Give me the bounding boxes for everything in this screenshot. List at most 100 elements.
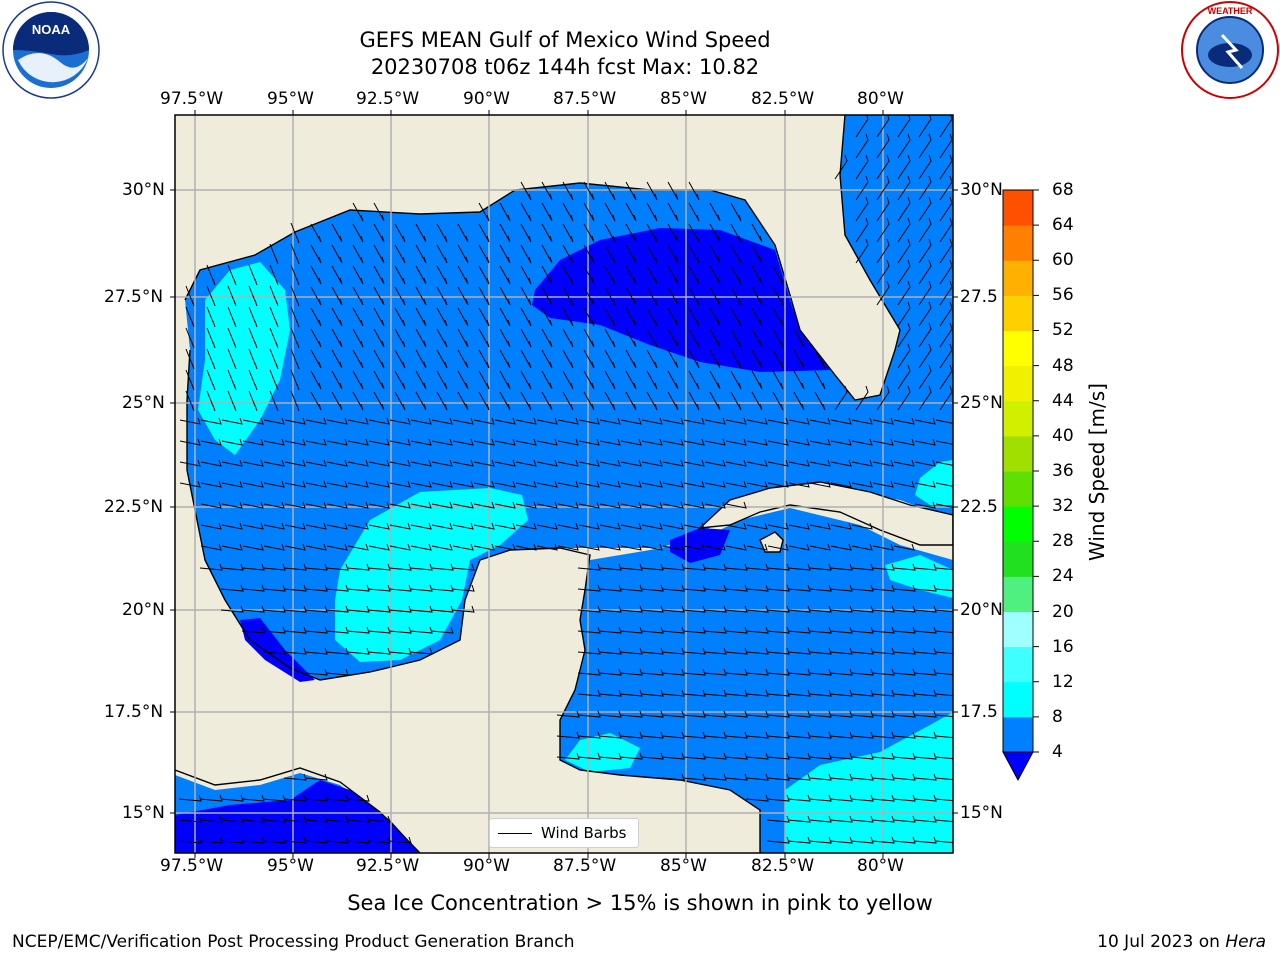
wind-barb bbox=[331, 370, 343, 390]
wind-barb bbox=[934, 777, 953, 781]
wind-barb bbox=[185, 348, 195, 370]
wind-barb bbox=[577, 752, 601, 760]
wind-barb bbox=[304, 668, 328, 676]
wind-barb bbox=[934, 630, 953, 634]
wind-barb bbox=[746, 480, 768, 488]
wind-barb bbox=[682, 626, 706, 634]
wind-barb bbox=[604, 370, 616, 390]
wind-barb bbox=[688, 202, 700, 222]
wind-barb bbox=[604, 181, 616, 201]
lat-label-right-2: 27.5 bbox=[960, 287, 998, 307]
wind-barb bbox=[682, 584, 706, 592]
wind-barb bbox=[641, 438, 663, 446]
wind-barb bbox=[242, 417, 264, 425]
wind-barb bbox=[457, 307, 469, 327]
wind-barb bbox=[415, 328, 427, 348]
wind-barb bbox=[577, 626, 601, 634]
wind-barb bbox=[746, 543, 768, 551]
wind-barb bbox=[871, 752, 895, 760]
wind-barb bbox=[248, 285, 258, 307]
wind-barb bbox=[394, 265, 406, 285]
wind-barb bbox=[683, 480, 705, 488]
wind-barb bbox=[562, 307, 574, 327]
wind-barb bbox=[536, 480, 558, 488]
wind-barb bbox=[583, 202, 595, 222]
wind-barb bbox=[415, 244, 427, 264]
wind-barb bbox=[829, 584, 853, 592]
wind-barb bbox=[640, 584, 664, 592]
colorbar-tick-28: 28 bbox=[1052, 531, 1074, 551]
wind-barb bbox=[897, 154, 911, 180]
wind-barb bbox=[415, 286, 427, 306]
wind-barb bbox=[541, 328, 553, 348]
wind-barb bbox=[220, 836, 244, 844]
wind-barb bbox=[515, 501, 537, 509]
wind-barb bbox=[730, 223, 742, 243]
wind-barb bbox=[667, 223, 679, 243]
wind-barb bbox=[310, 265, 322, 285]
wind-barb bbox=[583, 223, 595, 243]
wind-barb bbox=[352, 349, 364, 369]
wind-barb bbox=[855, 175, 869, 201]
wind-barb bbox=[766, 668, 790, 676]
wind-barb bbox=[872, 543, 894, 551]
wind-barb bbox=[871, 773, 895, 781]
wind-barb bbox=[662, 438, 684, 446]
wind-barb bbox=[850, 752, 874, 760]
wind-barb bbox=[913, 584, 937, 592]
wind-barb bbox=[787, 626, 811, 634]
wind-barb bbox=[388, 563, 412, 571]
wind-barb bbox=[326, 438, 348, 446]
wind-barb bbox=[913, 836, 937, 844]
wind-barb bbox=[541, 286, 553, 306]
wind-barb bbox=[661, 647, 685, 655]
wind-barb bbox=[305, 543, 327, 551]
wind-barb bbox=[452, 459, 474, 467]
wind-barb bbox=[368, 501, 390, 509]
wind-barb bbox=[206, 306, 216, 328]
wind-barb bbox=[368, 543, 390, 551]
wind-barb bbox=[389, 417, 411, 425]
wind-barb bbox=[368, 522, 390, 530]
pacific-coastline bbox=[175, 767, 421, 853]
wind-barb bbox=[242, 438, 264, 446]
wind-barb bbox=[536, 501, 558, 509]
wind-barb bbox=[688, 328, 700, 348]
wind-barb bbox=[934, 735, 953, 739]
wind-barb bbox=[368, 459, 390, 467]
wind-barb bbox=[242, 522, 264, 530]
wind-barb bbox=[373, 349, 385, 369]
wind-barb bbox=[331, 328, 343, 348]
wind-barb bbox=[557, 543, 579, 551]
wind-barb bbox=[347, 522, 369, 530]
wind-barb bbox=[520, 244, 532, 264]
wind-barb bbox=[263, 438, 285, 446]
wind-barb bbox=[200, 522, 222, 530]
wind-barb bbox=[305, 438, 327, 446]
wind-barb bbox=[436, 391, 448, 411]
wind-barb bbox=[913, 605, 937, 613]
wind-barb bbox=[352, 307, 364, 327]
wind-barb bbox=[310, 370, 322, 390]
wind-barb bbox=[646, 391, 658, 411]
colorbar-tick-64: 64 bbox=[1052, 215, 1074, 235]
wind-barb bbox=[388, 584, 412, 592]
wind-barb bbox=[352, 286, 364, 306]
wind-barb bbox=[625, 244, 637, 264]
wind-barb bbox=[724, 731, 748, 739]
wind-barb bbox=[876, 133, 890, 159]
wind-barb bbox=[725, 501, 747, 509]
wind-barb bbox=[935, 482, 953, 487]
wind-barb bbox=[751, 370, 763, 390]
wind-barb bbox=[934, 672, 953, 676]
wind-barb bbox=[599, 543, 621, 551]
wind-barb bbox=[283, 626, 307, 634]
wind-barb bbox=[939, 154, 953, 180]
wind-barb bbox=[682, 731, 706, 739]
wind-barb bbox=[646, 244, 658, 264]
wind-barb bbox=[897, 196, 911, 222]
wind-barb bbox=[934, 609, 953, 613]
wind-barb bbox=[179, 459, 201, 467]
lat-label-left-6: 17.5°N bbox=[104, 702, 164, 722]
wind-barb bbox=[325, 584, 349, 592]
